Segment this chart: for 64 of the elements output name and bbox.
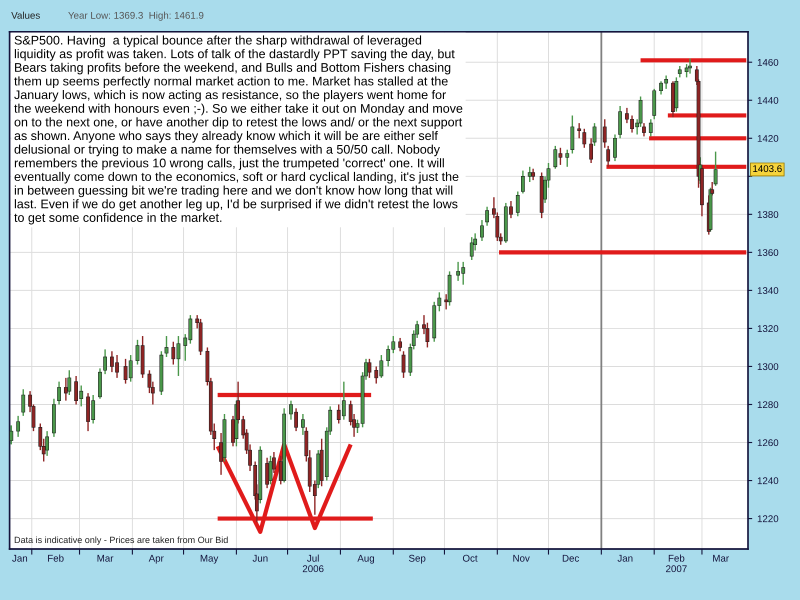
candlestick <box>714 150 718 187</box>
x-tick-label: May <box>200 554 218 564</box>
candlestick <box>268 455 272 486</box>
x-tick-label: Oct <box>462 554 478 562</box>
candlestick <box>103 348 107 375</box>
candlestick <box>64 377 68 402</box>
y-tick-label: 1320 <box>758 325 778 332</box>
candlestick <box>678 65 682 78</box>
x-tick-label: Apr <box>148 554 164 564</box>
y-tick-label: 1340 <box>758 287 778 294</box>
candlestick <box>470 236 474 261</box>
text: Values <box>11 12 40 19</box>
x-tick-label: Aug <box>357 554 374 564</box>
candlestick <box>582 128 586 148</box>
candlestick <box>16 415 20 438</box>
x-tick-label: Feb 2007 <box>666 554 687 572</box>
candlestick <box>606 145 610 168</box>
candlestick <box>480 219 484 242</box>
x-tick-label: Jul 2006 <box>302 554 324 572</box>
y-tick-label: 1300 <box>758 363 778 370</box>
candlestick <box>398 337 402 352</box>
candlestick <box>10 424 14 446</box>
x-tick-label: Mar <box>98 554 114 562</box>
x-tick-label: Feb <box>48 554 64 562</box>
y-tick-label: 1260 <box>758 439 778 446</box>
x-tick-label: Jun <box>252 554 268 562</box>
candlestick <box>265 457 269 489</box>
candlestick <box>21 388 26 417</box>
candlestick <box>565 148 570 168</box>
candlestick <box>516 190 520 217</box>
y-tick-label: 1440 <box>758 96 778 104</box>
y-tick-label: 1240 <box>758 477 778 484</box>
text: Year Low: 1369.3 High: 1461.9 <box>68 12 204 21</box>
x-tick-label: Mar <box>713 554 729 562</box>
y-tick-label: 1360 <box>758 249 778 256</box>
candlestick <box>688 58 692 74</box>
text: S&P500. Having a typical bounce after the sharp withdrawal of leveraged liquidity as profit was taken. Lots of talk of the dastardly PPT saving the day, but Bears taking profits before the weekend, and Bulls and Bottom Fishers chasing them up seems perfectly normal market action to me. Market has stalled at the January lows, which is now acting as resistance, so the players went home for the weekend with honours even ;-). So we either take it out on Monday and move on to the next one, or have another dip to retest the lows and/ or the next support as shown. Anyone who says they already know which it will be are either self delusional or trying to make a name for themselves with a 50/50 call. Nobody remembers the previous 10 wrong calls, just the trumpeted 'correct' one. It will eventually come down to the economics, soft or hard cyclical landing, it's just the in between guessing bit we're trading here and we don't know how long that will last. Even if we do get another leg up, I'd be surprised if we didn't retest the lows to get some confidence in the market. <box>14 35 462 224</box>
y-tick-label: 1280 <box>758 401 778 408</box>
candlestick <box>402 350 406 379</box>
candlestick <box>577 122 582 139</box>
candlestick <box>648 118 653 138</box>
candlestick <box>613 134 617 162</box>
y-tick-label: 1220 <box>758 515 778 522</box>
candlestick <box>602 118 607 148</box>
x-tick-label: Dec <box>562 554 580 562</box>
candlestick <box>45 430 50 457</box>
candlestick <box>618 105 622 139</box>
x-tick-label: Jan <box>12 554 28 562</box>
candlestick <box>531 168 536 181</box>
y-tick-label: 1420 <box>758 135 778 142</box>
candlestick <box>67 370 72 396</box>
candlestick <box>57 380 61 406</box>
annotation: Data is indicative only - Prices are taken from Our Bid <box>14 536 228 545</box>
x-tick-label: Nov <box>513 554 530 562</box>
y-tick-label: 1380 <box>758 211 778 218</box>
candlestick <box>485 206 489 226</box>
annotation: 1403.6 <box>753 165 782 172</box>
y-tick-label: 1460 <box>758 58 778 66</box>
candlestick <box>164 335 168 358</box>
candlestick <box>521 170 525 194</box>
candlestick <box>570 114 574 154</box>
x-tick-label: Jan <box>618 554 632 562</box>
x-tick-label: Sep <box>408 554 426 564</box>
candlestick <box>368 358 372 379</box>
